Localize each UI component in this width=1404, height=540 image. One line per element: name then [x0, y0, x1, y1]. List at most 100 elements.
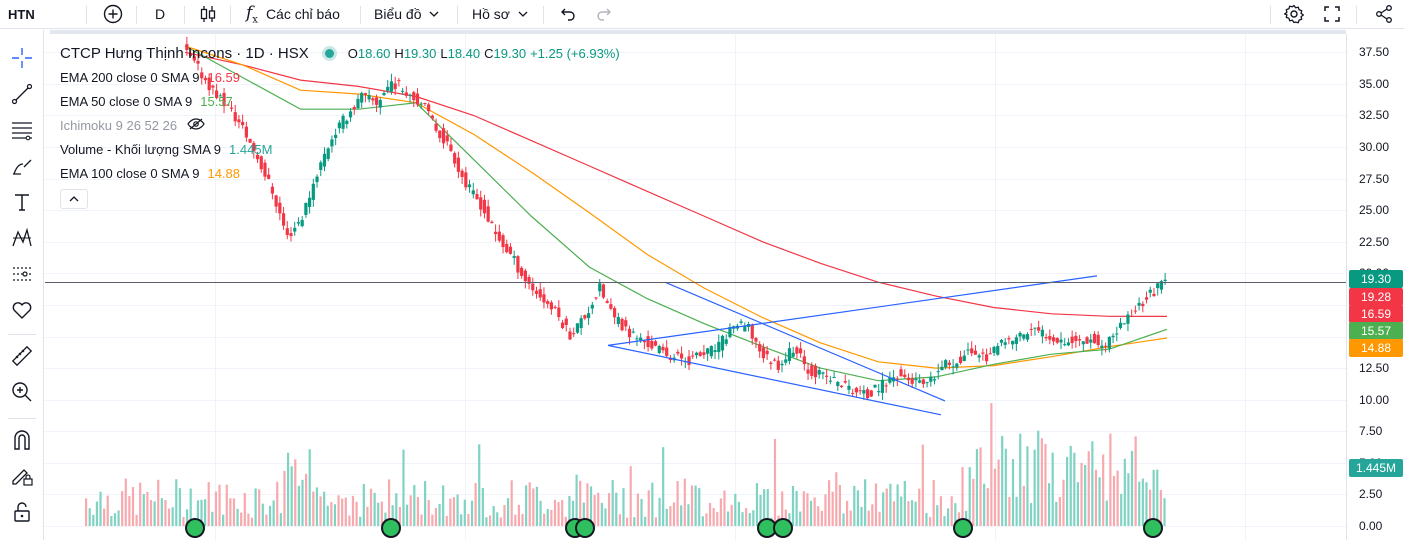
legend-indicator-row[interactable]: EMA 200 close 0 SMA 9 16.59	[60, 65, 620, 89]
interval-label: D	[155, 6, 166, 22]
legend-indicator-row[interactable]: Ichimoku 9 26 52 26	[60, 113, 620, 137]
volume-bar	[85, 498, 88, 526]
candle-body	[192, 56, 196, 61]
candle-body	[1137, 302, 1141, 306]
candle-body	[739, 321, 743, 323]
volume-bar	[481, 487, 484, 526]
volume-bar	[719, 498, 722, 526]
forecast-tool[interactable]	[8, 262, 36, 290]
candle-body	[430, 115, 434, 119]
indicators-button[interactable]: fx Các chỉ báo	[246, 0, 340, 28]
chart-pane[interactable]	[45, 34, 1346, 540]
price-scale[interactable]: 37.5035.0032.5030.0027.5025.0022.5020.00…	[1346, 34, 1404, 540]
volume-bar	[1116, 470, 1119, 526]
legend-indicator-row[interactable]: EMA 50 close 0 SMA 9 15.57	[60, 89, 620, 113]
candle-body	[958, 356, 963, 363]
volume-bar	[290, 466, 293, 526]
candle-body	[557, 307, 561, 318]
magnet-tool[interactable]	[8, 428, 36, 456]
candle-body	[772, 359, 777, 361]
volume-bar	[795, 490, 798, 526]
volume-bar	[95, 501, 99, 526]
profile-button[interactable]: Hồ sơ	[472, 0, 528, 28]
ruler-icon	[10, 344, 34, 373]
volume-bar	[297, 485, 300, 526]
volume-bar	[827, 480, 831, 526]
candle-body	[992, 346, 996, 353]
candle-body	[873, 384, 877, 388]
candle-body	[709, 345, 713, 357]
horizontal-lines-tool[interactable]	[8, 118, 36, 146]
volume-bar	[258, 489, 261, 526]
price-tick: 25.00	[1359, 203, 1390, 218]
compare-button[interactable]	[102, 0, 124, 28]
candle-body	[1152, 293, 1156, 297]
price-tick: 32.50	[1359, 108, 1390, 123]
fullscreen-button[interactable]	[1322, 0, 1342, 28]
volume-bar	[164, 499, 167, 526]
candle-body	[639, 337, 643, 341]
volume-bar	[672, 502, 676, 526]
symbol-label: HTN	[8, 6, 35, 22]
candle-body	[215, 90, 219, 98]
candle-body	[802, 356, 806, 365]
candle-body	[374, 97, 379, 105]
legend-indicator-row[interactable]: Volume - Khối lượng SMA 9 1.445M	[60, 137, 620, 161]
candle-body	[397, 80, 401, 82]
measure-tool[interactable]	[8, 344, 36, 372]
candle-body	[720, 335, 725, 351]
zoom-tool[interactable]	[8, 380, 36, 408]
volume-bar	[831, 491, 834, 526]
candle-body	[415, 93, 420, 105]
redo-button[interactable]	[594, 0, 614, 28]
crosshair-tool[interactable]	[8, 46, 36, 74]
trend-line-tool[interactable]	[8, 82, 36, 110]
ema-100-line	[184, 45, 1168, 369]
eye-off-icon[interactable]	[187, 117, 205, 133]
volume-bar	[925, 513, 928, 526]
lock-drawing-tool[interactable]	[8, 464, 36, 492]
candle-body	[1077, 339, 1082, 341]
volume-bar	[503, 504, 506, 526]
symbol-search[interactable]: HTN	[8, 0, 35, 28]
volume-bar	[853, 485, 856, 526]
price-chart[interactable]	[45, 34, 1346, 540]
volume-bar	[1102, 454, 1105, 526]
legend-indicator-row[interactable]: EMA 100 close 0 SMA 9 14.88	[60, 161, 620, 185]
chart-menu-button[interactable]: Biểu đồ	[374, 0, 439, 28]
volume-bar	[849, 510, 852, 526]
lock-all-tool[interactable]	[8, 500, 36, 528]
candle-body	[973, 350, 978, 355]
legend-collapse-button[interactable]	[60, 189, 88, 209]
earnings-marker-fill	[187, 520, 203, 536]
volume-bar	[928, 517, 932, 526]
volume-bar	[910, 500, 914, 526]
interval-button[interactable]: D	[155, 0, 165, 28]
ohlc-value: 18.60	[357, 45, 391, 61]
candle-body	[1122, 323, 1126, 325]
volume-bar	[402, 449, 405, 526]
settings-button[interactable]	[1283, 0, 1305, 28]
text-tool[interactable]	[8, 190, 36, 218]
volume-bar	[532, 488, 535, 526]
volume-bar	[1141, 478, 1144, 526]
divider	[86, 6, 87, 24]
price-tick: 37.50	[1359, 45, 1390, 60]
volume-bar	[979, 447, 982, 526]
pattern-tool[interactable]	[8, 226, 36, 254]
candle-body	[412, 92, 416, 101]
chart-type-button[interactable]	[197, 0, 219, 28]
candle-body	[787, 348, 792, 361]
volume-bar	[1080, 462, 1083, 526]
volume-bar	[496, 512, 499, 526]
volume-bar	[445, 515, 448, 526]
favorites-tool[interactable]	[8, 298, 36, 326]
brush-tool[interactable]	[8, 154, 36, 182]
undo-button[interactable]	[558, 0, 578, 28]
candle-body	[419, 103, 423, 105]
volume-bar	[824, 494, 827, 526]
volume-bar	[474, 483, 477, 526]
divider	[457, 6, 458, 24]
volume-bar	[149, 499, 153, 526]
share-button[interactable]	[1374, 0, 1394, 28]
